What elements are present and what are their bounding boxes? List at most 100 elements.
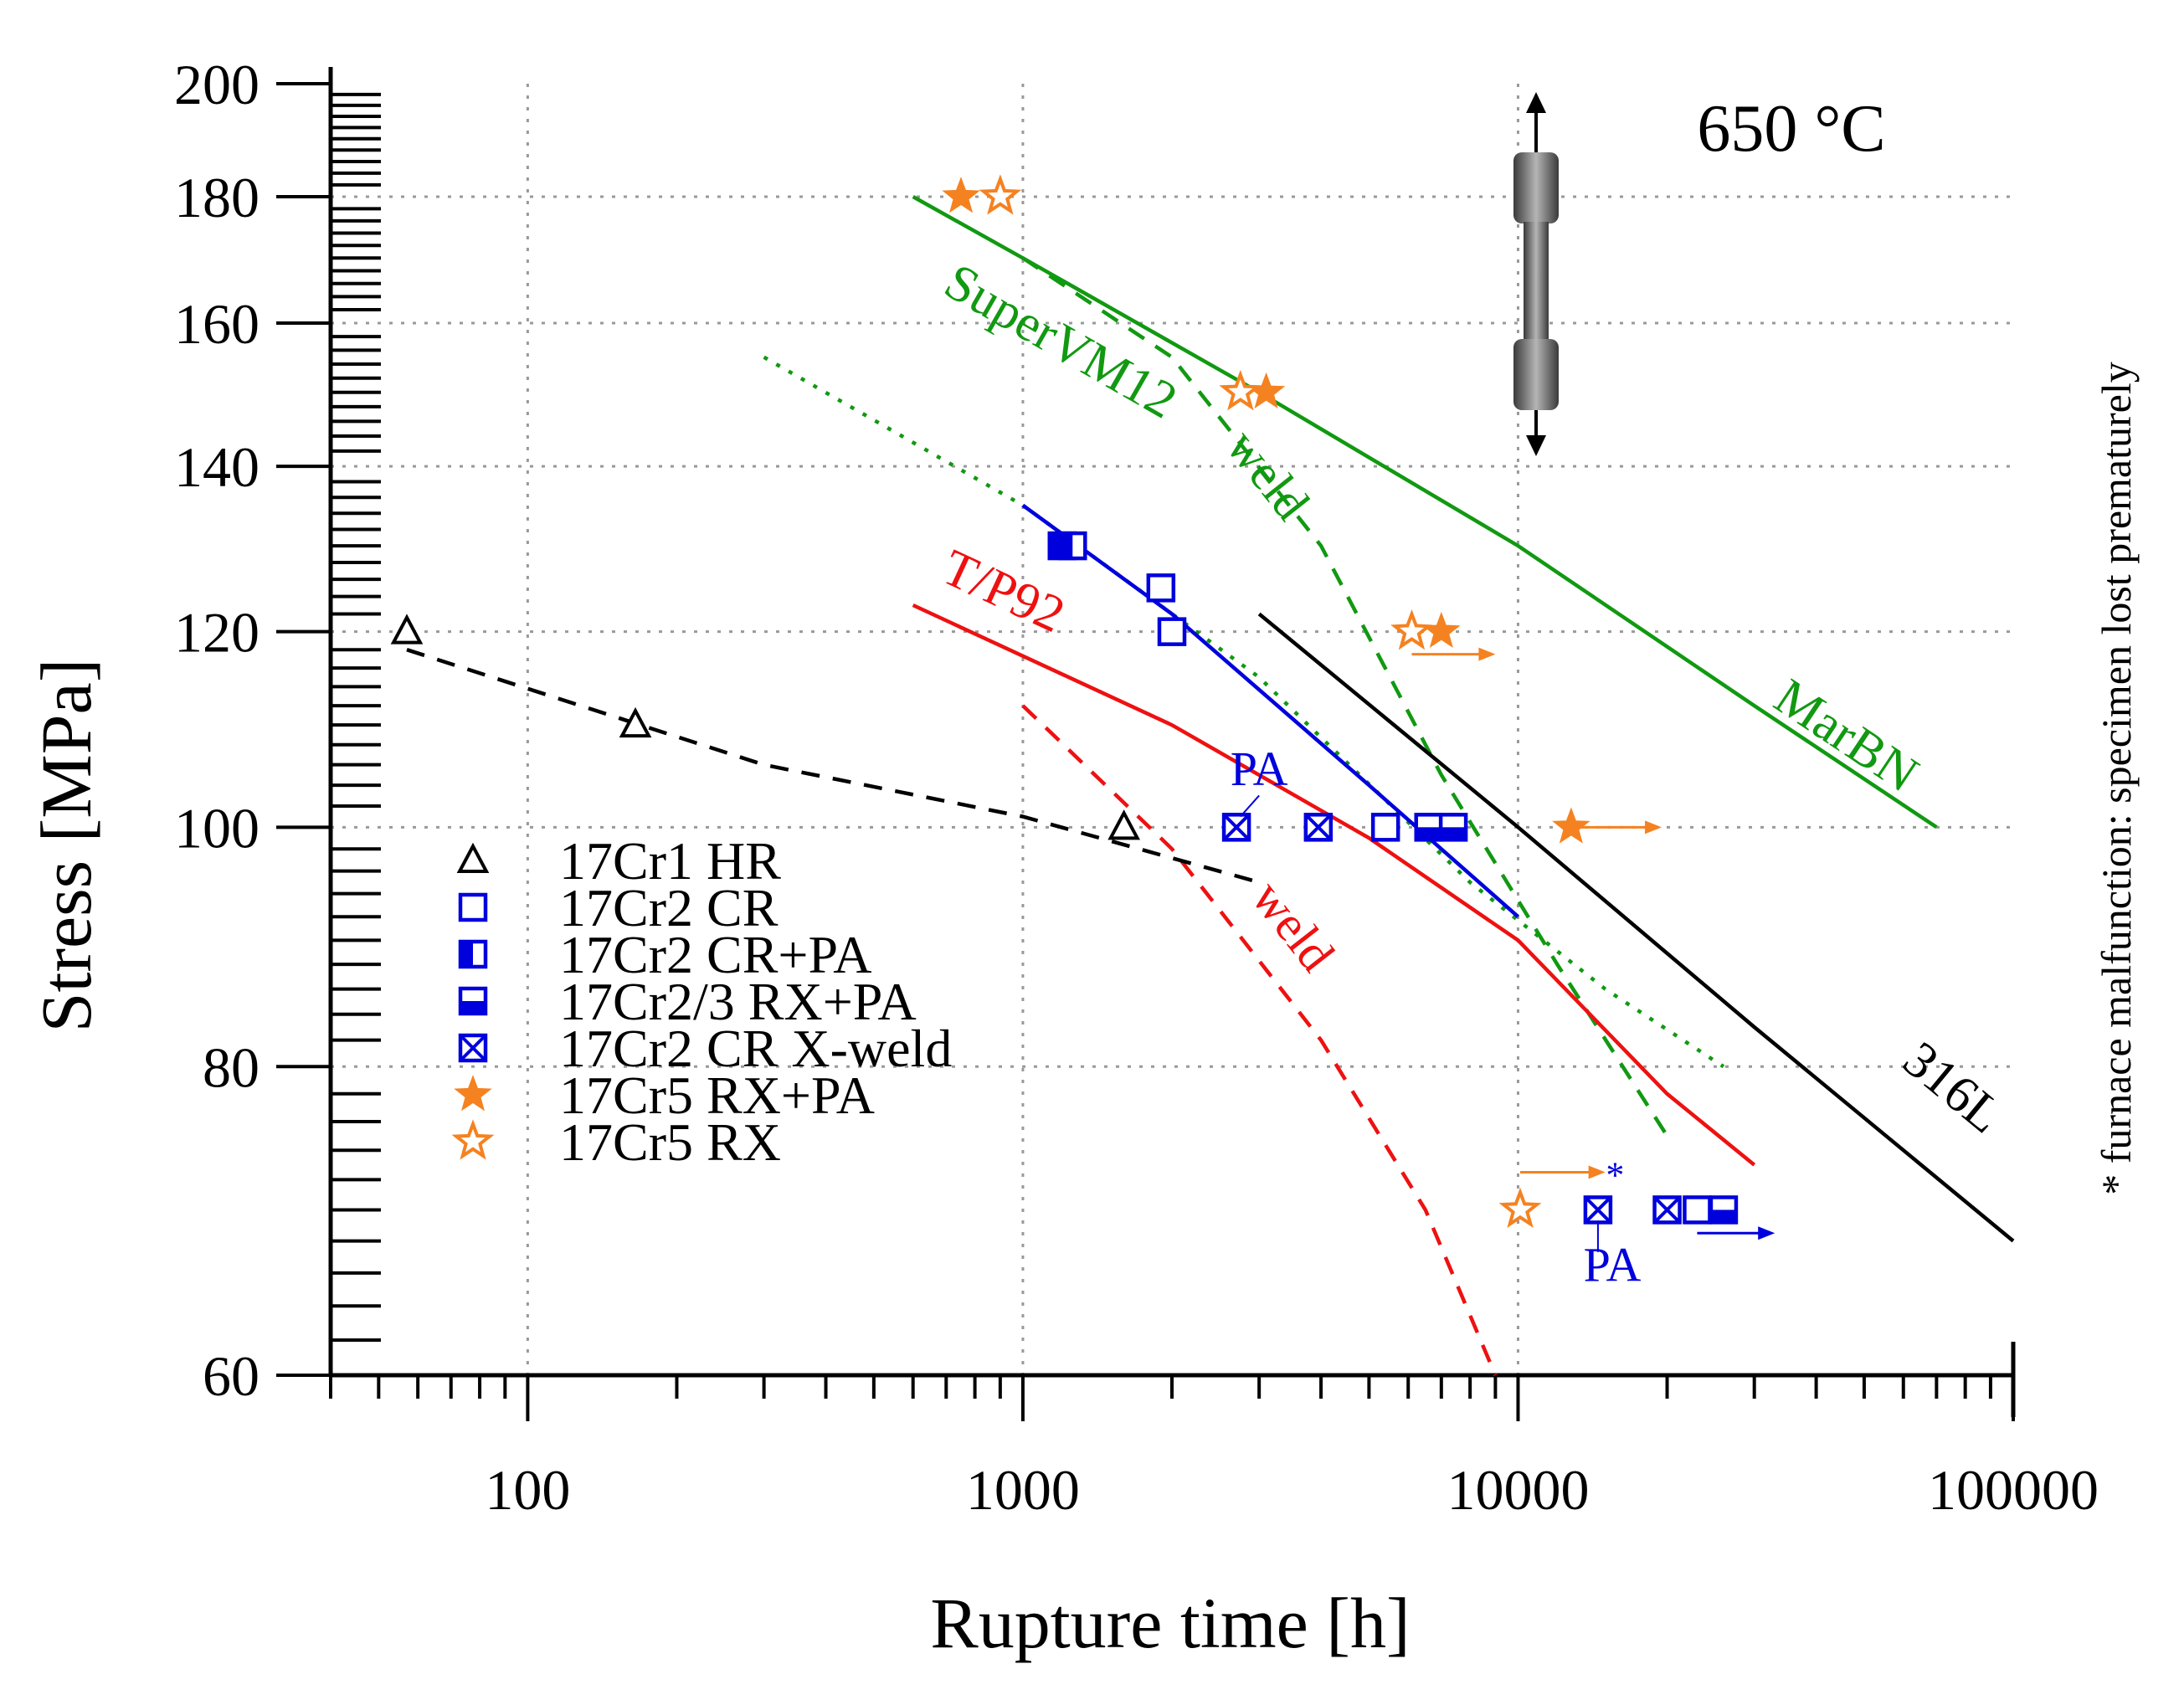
legend-marker: [458, 892, 488, 922]
legend-marker: [458, 1033, 488, 1063]
curve-weld: [1021, 256, 1669, 1138]
x-tick-label: 10000: [1447, 1458, 1589, 1522]
data-point: [1414, 813, 1443, 842]
annotation-label: PA: [1584, 1238, 1642, 1292]
data-point: [1422, 611, 1461, 649]
data-point: [390, 614, 424, 645]
y-tick-label: 60: [203, 1344, 260, 1408]
grid: [331, 84, 2013, 1375]
tensile-specimen-icon: [1513, 92, 1559, 456]
y-tick-label: 140: [174, 435, 260, 499]
marker-cross: [1222, 813, 1251, 841]
data-point: [1219, 369, 1262, 411]
star-marker: [454, 1075, 492, 1112]
runout-arrowhead: [1758, 1226, 1775, 1240]
x-ticks: 100 1000 10000 100000: [329, 1375, 2099, 1522]
y-tick-label: 180: [174, 166, 260, 229]
legend-label: 17Cr5 RX: [559, 1112, 781, 1172]
legend-marker: [458, 939, 488, 969]
legend-label: 17Cr5 RX+PA: [559, 1066, 875, 1125]
data-point: [1058, 531, 1087, 561]
curve-fit: [1021, 503, 1519, 918]
data-point: [979, 174, 1022, 215]
marker-fill: [1710, 1209, 1736, 1223]
star-marker: [1552, 807, 1590, 844]
y-axis-label: Stress [MPa]: [26, 659, 106, 1033]
y-tick-label: 120: [174, 601, 260, 665]
legend-label: 17Cr1 HR: [559, 831, 781, 891]
data-points: [390, 174, 1739, 1228]
curve-label: 316L: [1893, 1031, 2013, 1145]
curve-t-p92: [912, 603, 1756, 1167]
curve-weld: [1021, 704, 1498, 1376]
curve-316l: [1257, 612, 2015, 1243]
side-note: * furnace malfunction: specimen lost pre…: [2093, 362, 2140, 1194]
x-tick-label: 100000: [1928, 1458, 2099, 1522]
legend-marker: [456, 842, 490, 873]
data-point: [1652, 1195, 1682, 1225]
legend-marker: [458, 986, 488, 1016]
data-point: [1221, 813, 1251, 842]
annotation-leader: [1240, 794, 1260, 818]
data-point: [619, 706, 652, 738]
data-point: [1390, 609, 1433, 650]
runout-arrowhead: [1645, 820, 1662, 835]
annotation-label: PA: [1231, 742, 1288, 796]
x-tick-label: 1000: [966, 1458, 1080, 1522]
annotations: PA PA *: [1231, 647, 1775, 1292]
data-point: [1107, 809, 1141, 840]
star-marker: [1390, 609, 1433, 650]
curve-label: weld: [1241, 870, 1345, 982]
triangle-marker: [456, 842, 490, 873]
data-point: [1709, 1195, 1739, 1225]
legend-label: 17Cr2 CR+PA: [559, 925, 871, 984]
data-point: [1370, 813, 1400, 842]
square-marker: [1370, 813, 1400, 842]
y-tick-label: 80: [203, 1035, 260, 1099]
triangle-marker: [390, 614, 424, 645]
marker-cross: [1653, 1196, 1681, 1224]
legend-label: 17Cr2 CR: [559, 878, 779, 937]
triangle-marker: [619, 706, 652, 738]
data-point: [1583, 1195, 1613, 1225]
triangle-marker: [1107, 809, 1141, 840]
x-axis-label: Rupture time [h]: [930, 1583, 1410, 1663]
marker-fill: [1416, 827, 1441, 840]
legend-label: 17Cr2 CR X-weld: [559, 1019, 952, 1078]
marker-fill: [1060, 533, 1073, 559]
marker-cross: [1584, 1196, 1612, 1224]
curve-label: weld: [1216, 419, 1320, 530]
marker-cross: [1304, 813, 1333, 841]
star-marker: [942, 177, 980, 213]
axes: [328, 67, 2016, 1417]
marker-fill: [460, 1001, 486, 1014]
data-point: [1498, 1187, 1542, 1228]
chart-title: 650 °C: [1697, 92, 1885, 166]
star-marker: [1422, 611, 1461, 649]
data-point: [1157, 617, 1187, 646]
square-marker: [1157, 617, 1187, 646]
x-tick-label: 100: [485, 1458, 570, 1522]
legend-label: 17Cr2/3 RX+PA: [559, 972, 917, 1031]
y-tick-label: 100: [174, 796, 260, 860]
legend-marker: [454, 1075, 492, 1112]
data-point: [1146, 573, 1176, 603]
marker-fill: [1441, 827, 1467, 840]
legend-marker: [451, 1119, 495, 1160]
data-point: [1683, 1195, 1712, 1225]
curve-marbn: [912, 195, 1938, 829]
data-point: [942, 177, 980, 213]
data-point: [1303, 813, 1334, 842]
y-tick-label: 160: [174, 292, 260, 356]
star-marker: [1498, 1187, 1542, 1228]
annotation-label: *: [1606, 1154, 1624, 1195]
star-marker: [451, 1119, 495, 1160]
y-tick-label: 200: [174, 53, 260, 116]
marker-cross: [459, 1034, 487, 1062]
square-marker: [1683, 1195, 1712, 1225]
star-marker: [979, 174, 1022, 215]
square-marker: [458, 892, 488, 922]
